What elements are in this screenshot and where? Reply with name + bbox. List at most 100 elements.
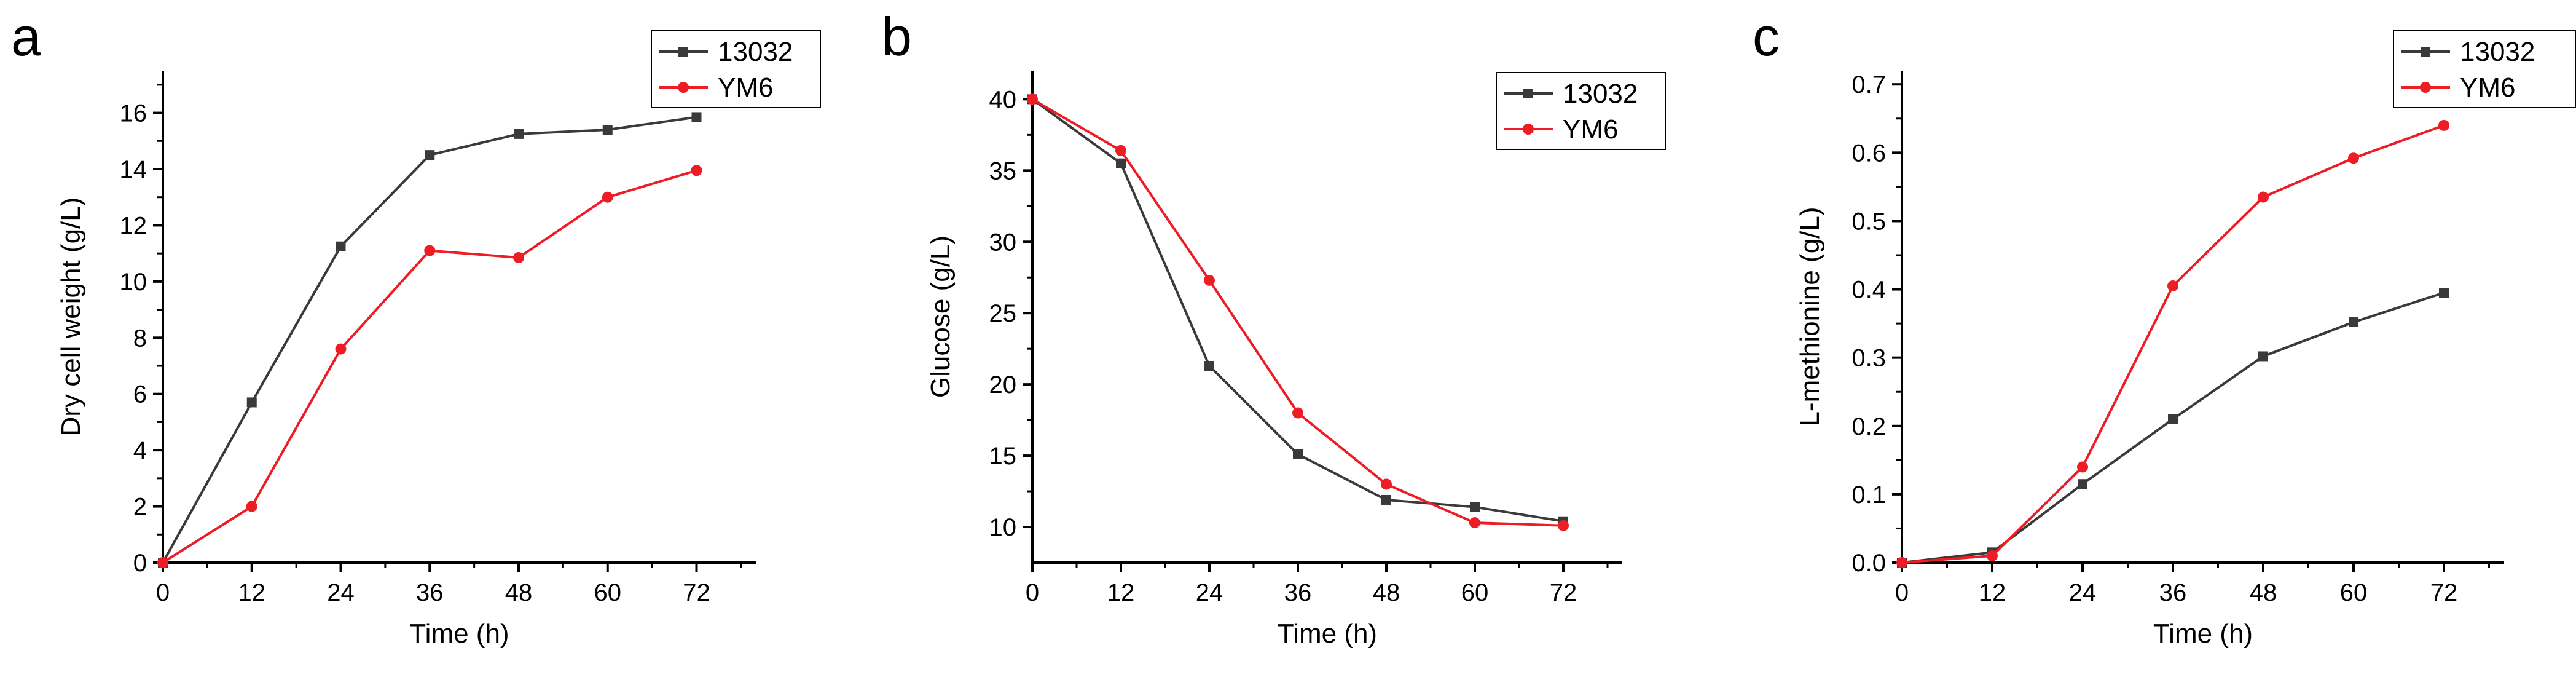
data-point-YM6: [2348, 152, 2359, 164]
data-point-YM6: [2077, 461, 2088, 473]
y-tick-label: 0.4: [1852, 277, 1886, 304]
data-point-YM6: [1987, 550, 1998, 561]
data-point-13032: [425, 150, 435, 160]
series-line-YM6: [1901, 124, 2444, 564]
legend-marker-YM6: [678, 82, 689, 93]
data-point-13032: [2258, 351, 2268, 362]
y-tick-label: 0.7: [1852, 71, 1886, 98]
y-tick-label: 16: [120, 100, 147, 127]
data-point-13032: [336, 241, 346, 251]
y-tick-label: 14: [120, 156, 147, 183]
legend: 13032 YM6: [1496, 72, 1666, 150]
data-point-13032: [514, 129, 524, 139]
panel-letter: a: [11, 6, 41, 67]
series-line-YM6: [1031, 98, 1564, 527]
data-point-13032: [2168, 414, 2178, 424]
data-point-YM6: [1558, 520, 1569, 531]
x-axis-title: Time (h): [2153, 619, 2253, 649]
y-tick-label: 40: [989, 86, 1017, 113]
panel-letter: c: [1753, 6, 1780, 67]
data-point-13032: [2349, 317, 2358, 327]
x-tick-label: 36: [1284, 579, 1312, 606]
y-tick-label: 25: [989, 300, 1017, 327]
legend: 13032 YM6: [2393, 30, 2576, 108]
x-tick-label: 60: [2340, 579, 2368, 606]
data-point-YM6: [2167, 280, 2178, 291]
y-tick-label: 0.5: [1852, 208, 1886, 235]
series-line-YM6: [162, 169, 697, 564]
x-tick-label: 0: [1895, 579, 1909, 606]
x-tick-label: 0: [1026, 579, 1039, 606]
y-tick-label: 8: [133, 325, 147, 352]
x-tick-label: 48: [2250, 579, 2277, 606]
data-point-YM6: [2438, 119, 2449, 131]
y-tick-label: 0.0: [1852, 550, 1886, 577]
x-tick-label: 24: [327, 579, 355, 606]
y-tick-label: 30: [989, 229, 1017, 256]
y-axis-title: Glucose (g/L): [925, 236, 956, 398]
y-tick-label: 0.1: [1852, 481, 1886, 509]
legend-box: [2393, 30, 2576, 108]
y-tick-label: 35: [989, 157, 1017, 184]
data-point-13032: [2078, 479, 2087, 489]
data-point-13032: [1470, 502, 1480, 512]
y-tick-label: 6: [133, 381, 147, 408]
data-point-13032: [1204, 361, 1214, 371]
x-tick-label: 60: [1461, 579, 1489, 606]
x-tick-label: 48: [505, 579, 533, 606]
x-axis-title: Time (h): [409, 619, 509, 649]
legend-label-13032: 13032: [1563, 79, 1638, 109]
x-tick-label: 12: [1107, 579, 1135, 606]
data-point-YM6: [1381, 478, 1392, 490]
x-tick-label: 12: [238, 579, 266, 606]
data-point-13032: [1381, 494, 1391, 505]
legend-marker-YM6: [2420, 82, 2431, 93]
x-tick-label: 72: [1550, 579, 1577, 606]
x-tick-label: 72: [2430, 579, 2458, 606]
y-axis-title: L-methionine (g/L): [1795, 207, 1825, 426]
y-tick-label: 4: [133, 437, 147, 464]
data-point-YM6: [1292, 407, 1303, 419]
y-tick-label: 2: [133, 494, 147, 521]
data-point-13032: [1293, 449, 1303, 459]
legend-label-YM6: YM6: [718, 73, 773, 103]
y-tick-label: 12: [120, 212, 147, 239]
y-tick-label: 0.6: [1852, 140, 1886, 167]
data-point-YM6: [246, 501, 257, 512]
x-tick-label: 36: [2159, 579, 2187, 606]
data-point-YM6: [335, 343, 347, 355]
x-tick-label: 48: [1373, 579, 1400, 606]
series-line-13032: [162, 116, 697, 563]
y-tick-label: 10: [120, 269, 147, 296]
y-tick-label: 0.3: [1852, 345, 1886, 372]
x-tick-label: 36: [416, 579, 444, 606]
x-tick-label: 24: [2069, 579, 2097, 606]
y-tick-label: 0: [133, 550, 147, 577]
data-point-13032: [1116, 158, 1126, 168]
legend: 13032 YM6: [651, 30, 821, 108]
legend-marker-13032: [1523, 89, 1533, 98]
x-tick-label: 24: [1196, 579, 1223, 606]
x-tick-label: 60: [594, 579, 622, 606]
x-axis-title: Time (h): [1278, 619, 1377, 649]
legend-marker-13032: [678, 47, 688, 57]
chart-panel-c: c 0 12 24 36 48 60 72 0.0 0.1 0.2 0.3 0.4 0.5 0.6 0.7 Ti…: [1753, 6, 2576, 649]
series-line-13032: [1901, 291, 2444, 564]
data-point-YM6: [1469, 517, 1480, 529]
data-point-YM6: [1027, 93, 1038, 105]
legend-marker-13032: [2421, 47, 2430, 57]
legend-label-13032: 13032: [2460, 37, 2535, 67]
y-tick-label: 15: [989, 443, 1017, 470]
data-point-YM6: [424, 245, 436, 256]
y-axis-title: Dry cell weight (g/L): [56, 197, 86, 437]
data-point-13032: [246, 397, 257, 408]
data-point-YM6: [1204, 274, 1215, 286]
x-tick-label: 12: [1979, 579, 2006, 606]
data-point-YM6: [602, 191, 613, 203]
data-point-YM6: [691, 165, 702, 176]
legend-box: [651, 30, 821, 108]
data-point-13032: [691, 112, 702, 122]
legend-label-YM6: YM6: [2460, 73, 2515, 103]
legend-marker-YM6: [1523, 124, 1534, 135]
